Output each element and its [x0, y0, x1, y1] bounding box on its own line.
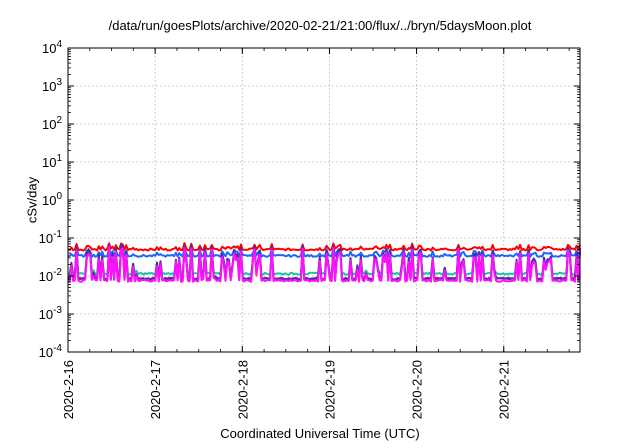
- y-tick-label: 102: [42, 115, 62, 132]
- y-axis-label: cSv/day: [24, 176, 40, 224]
- x-tick-label: 2020-2-16: [61, 360, 76, 419]
- x-tick-label: 2020-2-21: [497, 360, 512, 419]
- series-line-2: [67, 246, 581, 258]
- y-tick-label: 10-1: [39, 229, 63, 246]
- series-layer: [67, 242, 581, 283]
- y-tick-label: 10-2: [39, 267, 63, 284]
- chart-title: /data/run/goesPlots/archive/2020-02-21/2…: [108, 18, 532, 33]
- x-tick-label: 2020-2-20: [410, 360, 425, 419]
- grid-layer: [68, 48, 580, 352]
- y-tick-label: 104: [42, 39, 62, 56]
- y-tick-label: 10-4: [39, 343, 63, 360]
- series-line-1: [67, 242, 581, 252]
- tick-layer: 10-4 10-3 10-2 10-1 100 101 102 103 104 2020-2-16…: [39, 39, 580, 419]
- y-tick-label: 100: [42, 191, 62, 208]
- x-axis-label: Coordinated Universal Time (UTC): [220, 426, 420, 441]
- y-tick-label: 10-3: [39, 305, 63, 322]
- y-tick-label: 103: [42, 77, 62, 94]
- y-tick-label: 101: [42, 153, 62, 170]
- x-tick-label: 2020-2-18: [235, 360, 250, 419]
- x-tick-label: 2020-2-19: [322, 360, 337, 419]
- series-line-6: [67, 245, 581, 283]
- series-line-3: [67, 247, 581, 276]
- x-tick-label: 2020-2-17: [148, 360, 163, 419]
